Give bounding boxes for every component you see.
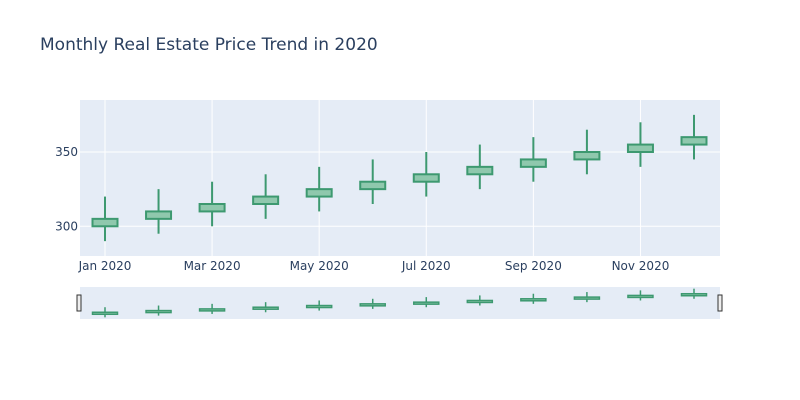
slider-candle — [466, 295, 494, 306]
candle[interactable] — [519, 137, 547, 182]
slider-candle — [91, 307, 119, 318]
candle-body — [91, 217, 119, 228]
x-axis-ticks: Jan 2020 Mar 2020 May 2020 Jul 2020 Sep 2020… — [78, 259, 670, 273]
candle-body — [466, 165, 494, 176]
candle[interactable] — [305, 166, 333, 212]
range-slider-left-handle[interactable] — [76, 294, 82, 312]
candle[interactable] — [412, 152, 440, 197]
candle-body — [412, 173, 440, 183]
x-tick-label: Jan 2020 — [78, 259, 132, 273]
slider-candle — [145, 305, 172, 316]
y-tick-label: 300 — [55, 219, 78, 233]
candle-body — [680, 136, 708, 146]
slider-candle-body — [573, 296, 601, 300]
slider-candle-body — [198, 308, 226, 312]
candle[interactable] — [145, 189, 173, 234]
y-axis-ticks: 300 350 — [55, 145, 78, 233]
range-slider[interactable] — [80, 287, 720, 319]
plot-area[interactable] — [80, 100, 720, 256]
candle-body — [519, 158, 547, 168]
slider-candle-body — [413, 301, 440, 305]
x-tick-label: Jul 2020 — [401, 259, 451, 273]
candle-body — [145, 210, 173, 220]
slider-candle — [252, 302, 279, 313]
candle[interactable] — [573, 129, 601, 175]
slider-candle-body — [520, 298, 547, 302]
slider-candle — [359, 298, 386, 309]
slider-candle — [198, 303, 226, 314]
x-tick-label: May 2020 — [290, 259, 349, 273]
x-tick-label: Nov 2020 — [612, 259, 670, 273]
chart-title: Monthly Real Estate Price Trend in 2020 — [40, 35, 378, 55]
slider-candle-body — [680, 292, 708, 297]
slider-candle-body — [305, 304, 333, 309]
range-slider-candles — [91, 288, 708, 318]
candle[interactable] — [91, 196, 119, 242]
slider-candle — [573, 292, 601, 303]
candle-body — [252, 195, 280, 205]
candles — [91, 114, 708, 242]
slider-candle-body — [91, 311, 119, 316]
candle[interactable] — [252, 174, 280, 219]
slider-candle — [413, 297, 440, 308]
slider-candle-body — [252, 306, 279, 310]
candle-body — [198, 203, 226, 213]
slider-candle — [680, 288, 708, 299]
y-tick-label: 350 — [55, 145, 78, 159]
slider-candle-body — [466, 299, 494, 304]
candle[interactable] — [359, 159, 387, 204]
slider-candle-body — [359, 303, 386, 307]
candle-body — [305, 188, 333, 198]
candle[interactable] — [626, 122, 654, 167]
slider-candle-body — [145, 309, 172, 314]
slider-candle — [520, 293, 547, 304]
candle-body — [359, 180, 387, 191]
candle[interactable] — [466, 144, 494, 190]
candle-body — [626, 143, 654, 153]
slider-candle — [305, 300, 333, 311]
slider-candle-body — [627, 294, 654, 299]
candle[interactable] — [198, 181, 226, 227]
x-tick-label: Mar 2020 — [184, 259, 241, 273]
candle[interactable] — [680, 114, 708, 160]
x-tick-label: Sep 2020 — [505, 259, 562, 273]
range-slider-right-handle[interactable] — [717, 294, 723, 312]
slider-candle — [627, 290, 654, 301]
candle-body — [573, 151, 601, 161]
